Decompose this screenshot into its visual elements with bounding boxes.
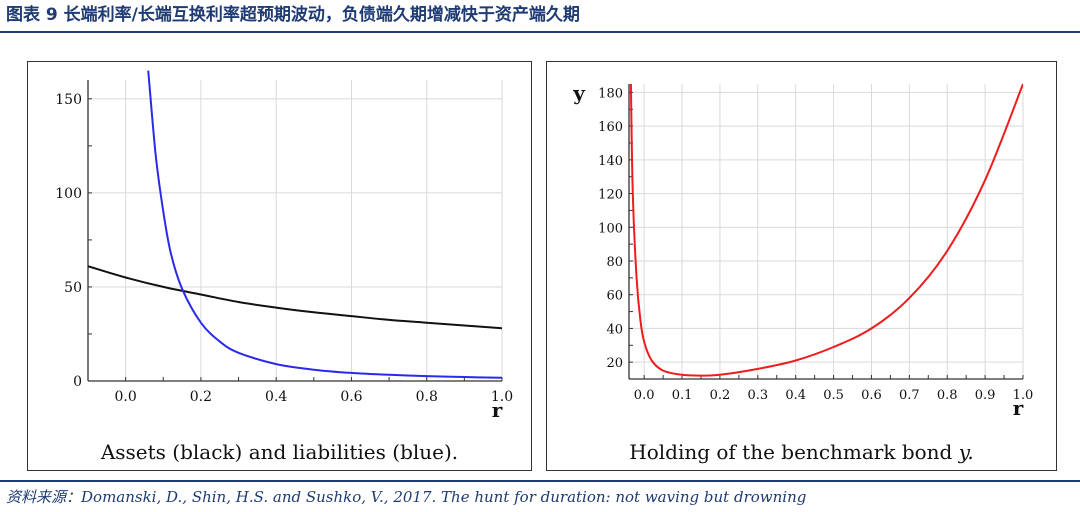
series-line-red — [629, 83, 1023, 377]
x-tick-label: 0.2 — [190, 389, 212, 405]
y-tick-label: 50 — [64, 280, 82, 296]
x-axis-label: r — [492, 398, 503, 422]
x-tick-label: 0.6 — [861, 388, 882, 403]
caption-text: Holding of the benchmark bond — [629, 440, 959, 464]
x-tick-label: 1.0 — [1013, 388, 1034, 403]
y-tick-label: 80 — [606, 255, 623, 270]
y-tick-label: 160 — [598, 120, 623, 135]
assets-liabilities-chart: 0.0 0.2 0.4 0.6 0.8 1.0 0 50 100 150 r — [55, 70, 513, 422]
x-tick-label: 0.3 — [747, 388, 768, 403]
caption-variable: y. — [958, 440, 974, 464]
source-label: 资料来源： — [6, 488, 82, 506]
series-line-black — [88, 265, 502, 330]
grid — [88, 80, 503, 382]
x-tick-label: 0.8 — [416, 389, 438, 405]
x-tick-label: 0.2 — [710, 388, 731, 403]
y-tick-label: 100 — [598, 221, 623, 236]
x-axis-label: r — [1013, 396, 1024, 420]
series-line-blue — [147, 70, 502, 379]
source-text: Domanski, D., Shin, H.S. and Sushko, V.,… — [81, 488, 807, 506]
grid — [629, 84, 1024, 379]
assets-liabilities-panel: 0.0 0.2 0.4 0.6 0.8 1.0 0 50 100 150 r Assets (bla… — [27, 61, 532, 471]
source-note: 资料来源：Domanski, D., Shin, H.S. and Sushko… — [6, 486, 806, 508]
x-tick-label: 0.0 — [115, 389, 137, 405]
benchmark-holding-caption: Holding of the benchmark bond y. — [547, 440, 1056, 464]
y-tick-label: 20 — [606, 356, 623, 371]
y-tick-label: 150 — [55, 92, 82, 108]
benchmark-holding-chart: 0.0 0.1 0.2 0.3 0.4 0.5 0.6 0.7 0.8 0.9 1.0 20 40 60 8… — [572, 81, 1034, 420]
x-tick-label: 0.4 — [785, 388, 806, 403]
source-rule — [0, 480, 1080, 482]
x-tick-label: 0.8 — [937, 388, 958, 403]
y-tick-label: 60 — [606, 289, 623, 304]
y-tick-label: 140 — [598, 154, 623, 169]
title-rule — [0, 31, 1080, 33]
y-tick-label: 40 — [606, 322, 623, 337]
x-tick-label: 0.4 — [265, 389, 287, 405]
y-tick-label: 100 — [55, 186, 82, 202]
assets-liabilities-caption: Assets (black) and liabilities (blue). — [100, 440, 459, 464]
figure-title: 图表 9 长端利率/长端互换利率超预期波动，负债端久期增减快于资产端久期 — [6, 5, 580, 25]
x-tick-label: 0.6 — [340, 389, 362, 405]
y-tick-label: 180 — [598, 86, 623, 101]
x-tick-label: 0.1 — [672, 388, 693, 403]
x-tick-label: 0.5 — [823, 388, 844, 403]
y-tick-label: 120 — [598, 188, 623, 203]
x-tick-label: 1.0 — [491, 389, 513, 405]
x-tick-label: 0.7 — [899, 388, 920, 403]
y-tick-label: 0 — [73, 374, 82, 390]
y-axis-label: y — [572, 81, 586, 105]
benchmark-holding-panel: 0.0 0.1 0.2 0.3 0.4 0.5 0.6 0.7 0.8 0.9 1.0 20 40 60 8… — [546, 61, 1057, 471]
x-tick-label: 0.9 — [975, 388, 996, 403]
x-tick-label: 0.0 — [634, 388, 655, 403]
